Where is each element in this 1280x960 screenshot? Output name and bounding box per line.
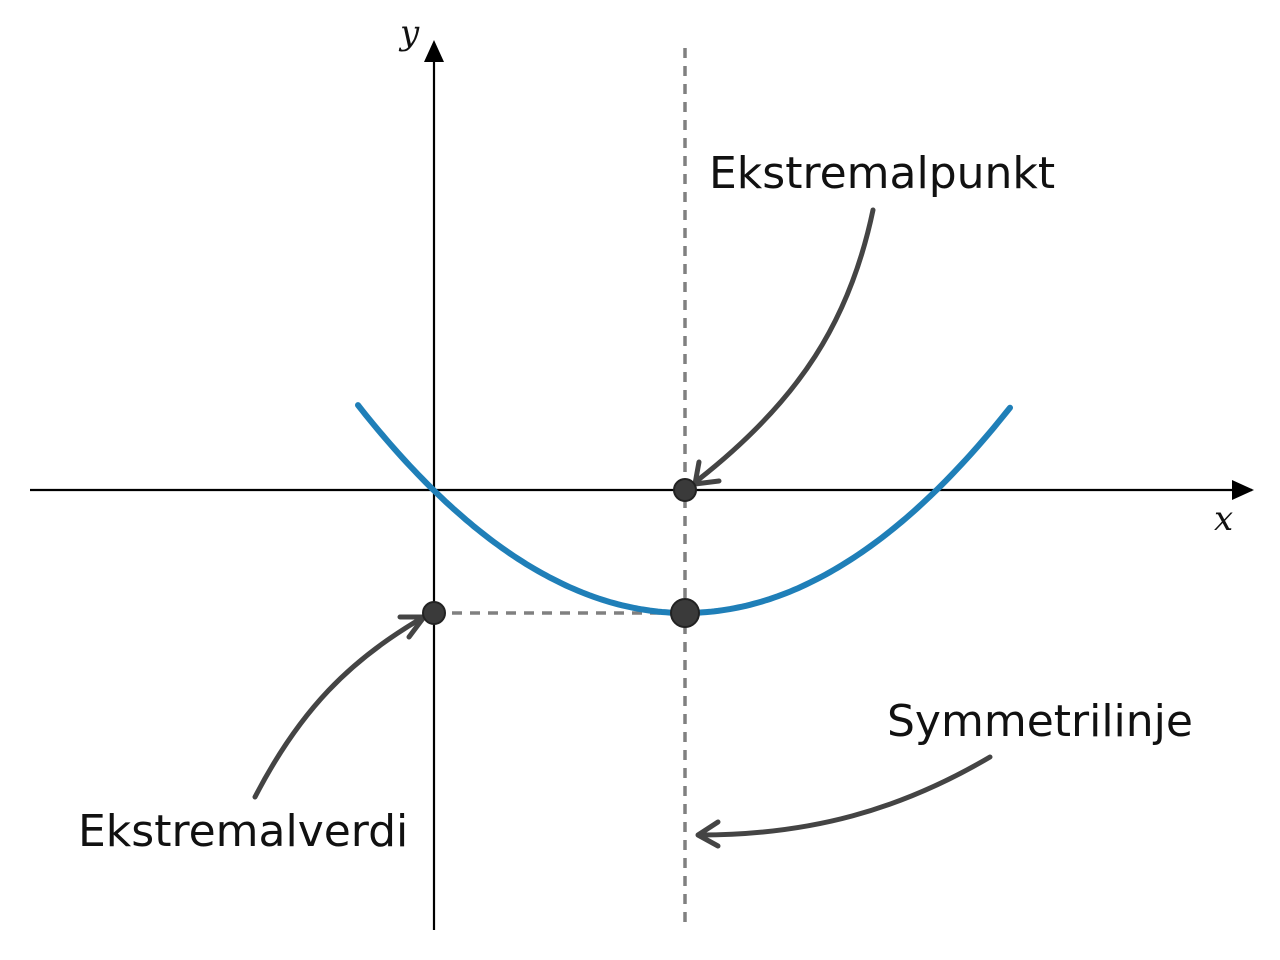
extremal-point-arrow bbox=[695, 207, 876, 483]
x-axis-arrowhead bbox=[1232, 480, 1254, 500]
x-axis-label: x bbox=[1214, 499, 1233, 539]
y-axis-label: y bbox=[398, 13, 420, 53]
extremal-value-arrow bbox=[252, 615, 425, 800]
vertex-point bbox=[670, 598, 700, 628]
symmetry-line-label: Symmetrilinje bbox=[887, 696, 1193, 747]
extremal-point-label: Ekstremalpunkt bbox=[709, 148, 1055, 199]
symmetry-line-arrowhead bbox=[695, 819, 721, 849]
extremal-value-label: Ekstremalverdi bbox=[78, 806, 408, 857]
parabola-curve bbox=[355, 402, 1013, 616]
y-axis-arrowhead bbox=[424, 40, 444, 62]
axis-intersection-point bbox=[673, 478, 697, 502]
symmetry-line-arrow bbox=[697, 754, 993, 838]
extremal-value-point bbox=[422, 601, 446, 625]
